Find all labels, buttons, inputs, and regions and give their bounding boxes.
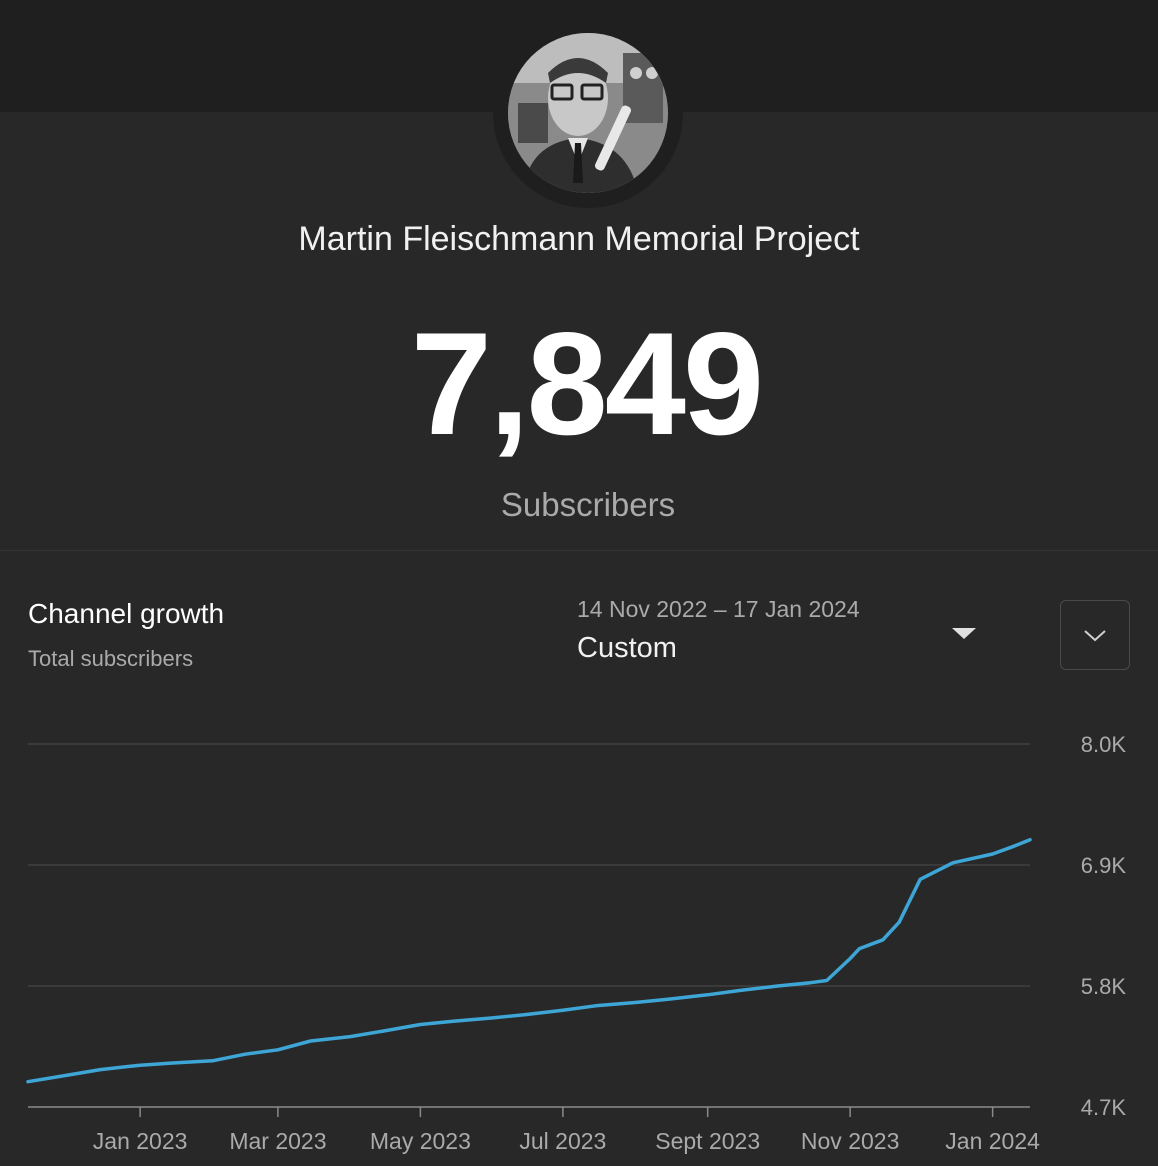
chevron-down-icon xyxy=(1084,630,1106,642)
x-tick-label: Jan 2023 xyxy=(93,1128,188,1154)
section-divider xyxy=(0,550,1158,551)
x-tick-label: Sept 2023 xyxy=(655,1128,760,1154)
x-tick-label: Mar 2023 xyxy=(229,1128,326,1154)
y-tick-label: 6.9K xyxy=(1081,853,1127,878)
date-range-text[interactable]: 14 Nov 2022 – 17 Jan 2024 xyxy=(577,596,860,622)
subscriber-growth-chart: 8.0K 6.9K 5.8K 4.7K Jan 2023 Mar 2023 May 2023… xyxy=(26,732,1127,1154)
y-tick-label: 4.7K xyxy=(1081,1095,1127,1120)
channel-avatar-photo xyxy=(508,33,668,193)
channel-name: Martin Fleischmann Memorial Project xyxy=(298,220,860,258)
subscriber-label: Subscribers xyxy=(500,486,676,523)
expand-button[interactable] xyxy=(1060,600,1130,670)
y-tick-label: 5.8K xyxy=(1081,974,1127,999)
x-tick-label: Jan 2024 xyxy=(945,1128,1040,1154)
period-selector-label[interactable]: Custom xyxy=(577,632,677,664)
x-tick-label: May 2023 xyxy=(370,1128,471,1154)
channel-growth-subtitle: Total subscribers xyxy=(28,646,194,671)
x-tick-label: Nov 2023 xyxy=(801,1128,899,1154)
channel-avatar[interactable] xyxy=(508,33,668,193)
x-tick-label: Jul 2023 xyxy=(519,1128,606,1154)
subscriber-count: 7,849 xyxy=(410,302,764,465)
channel-growth-title: Channel growth xyxy=(28,598,225,629)
triangle-down-icon[interactable] xyxy=(952,628,976,639)
y-tick-label: 8.0K xyxy=(1081,732,1127,757)
subscriber-series-line xyxy=(26,837,1032,1084)
